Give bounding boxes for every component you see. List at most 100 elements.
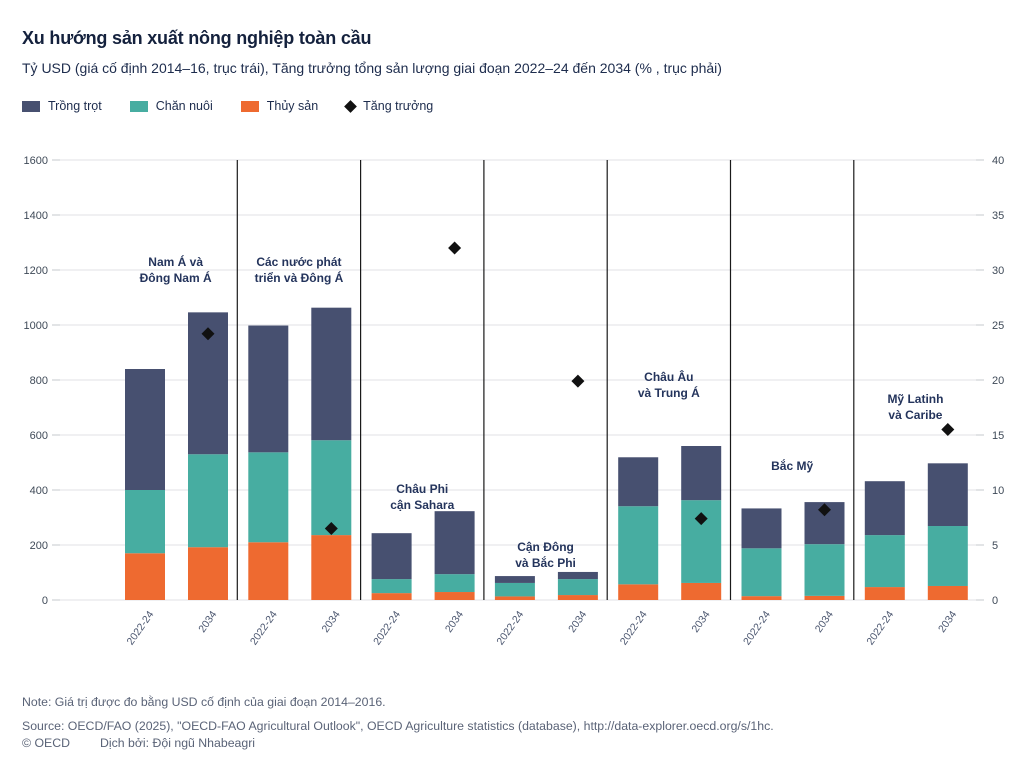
growth-diamond-marker bbox=[324, 522, 338, 535]
legend-label: Thủy sản bbox=[266, 99, 319, 113]
bar-segment-thuy-san bbox=[311, 535, 352, 600]
region-label: và Caribe bbox=[888, 408, 942, 422]
legend-item-tang-truong: Tăng trưởng bbox=[344, 99, 434, 113]
category-tick-label: 2034 bbox=[320, 609, 343, 635]
page-title: Xu hướng sản xuất nông nghiệp toàn cầu bbox=[22, 28, 372, 49]
bar-segment-trong-trot bbox=[125, 369, 165, 490]
right-axis-tick-label: 0 bbox=[992, 595, 998, 607]
left-axis-tick-label: 1000 bbox=[24, 320, 48, 332]
bar-segment-trong-trot bbox=[864, 481, 905, 536]
bar-segment-trong-trot bbox=[371, 533, 412, 580]
legend-label: Chăn nuôi bbox=[155, 99, 213, 113]
trong-trot-swatch-icon bbox=[22, 100, 40, 112]
chart-footer-row: © OECD Dịch bởi: Đội ngũ Nhabeagri bbox=[22, 736, 255, 750]
right-axis-tick-label: 20 bbox=[992, 375, 1004, 387]
region-label: và Trung Á bbox=[638, 385, 700, 400]
chart-legend: Trồng trọt Chăn nuôi Thủy sản Tăng trưởn… bbox=[22, 99, 433, 113]
left-axis-tick-label: 600 bbox=[30, 430, 48, 442]
growth-diamond-marker bbox=[571, 374, 585, 388]
region-label: Bắc Mỹ bbox=[771, 458, 813, 473]
region-label: Châu Phi bbox=[396, 482, 448, 496]
category-tick-label: 2034 bbox=[566, 609, 589, 635]
legend-label: Tăng trưởng bbox=[363, 99, 434, 113]
right-axis-tick-label: 30 bbox=[992, 265, 1004, 277]
growth-diamond-marker bbox=[818, 503, 831, 517]
growth-diamond-marker bbox=[201, 327, 215, 341]
bar-segment-trong-trot bbox=[434, 511, 475, 575]
bar-segment-thuy-san bbox=[864, 587, 905, 600]
legend-label: Trồng trọt bbox=[48, 99, 102, 113]
left-axis-tick-label: 1600 bbox=[24, 155, 48, 167]
bar-segment-thuy-san bbox=[804, 595, 845, 600]
category-tick-label: 2034 bbox=[196, 609, 219, 635]
bar-segment-thuy-san bbox=[125, 553, 165, 600]
region-label: Cận Đông bbox=[517, 540, 574, 554]
category-tick-label: 2034 bbox=[689, 609, 712, 635]
bar-segment-trong-trot bbox=[494, 576, 535, 583]
right-axis-tick-label: 5 bbox=[992, 540, 998, 552]
bar-segment-chan-nuoi bbox=[741, 548, 782, 597]
growth-diamond-marker bbox=[448, 241, 462, 255]
left-axis-tick-label: 1400 bbox=[24, 210, 48, 222]
right-axis-tick-label: 25 bbox=[992, 320, 1004, 332]
region-label: Nam Á và bbox=[148, 254, 203, 269]
thuy-san-swatch-icon bbox=[240, 100, 259, 112]
left-axis-tick-label: 800 bbox=[30, 375, 48, 387]
legend-item-trong-trot: Trồng trọt bbox=[22, 99, 102, 113]
region-label: và Bắc Phi bbox=[515, 555, 576, 570]
bar-segment-thuy-san bbox=[248, 542, 289, 600]
bar-segment-trong-trot bbox=[311, 307, 352, 441]
category-tick-label: 2022-24 bbox=[248, 609, 280, 648]
category-tick-label: 2022-24 bbox=[371, 609, 403, 648]
region-label: Mỹ Latinh bbox=[887, 392, 943, 406]
left-axis-tick-label: 200 bbox=[30, 540, 48, 552]
right-axis-tick-label: 40 bbox=[992, 155, 1004, 167]
bar-segment-thuy-san bbox=[741, 596, 782, 600]
category-tick-label: 2034 bbox=[443, 609, 466, 635]
chart-subtitle: Tỷ USD (giá cố định 2014–16, trục trái),… bbox=[22, 60, 722, 76]
right-axis-tick-label: 10 bbox=[992, 485, 1004, 497]
bar-segment-chan-nuoi bbox=[864, 535, 905, 588]
chan-nuoi-swatch-icon bbox=[129, 100, 148, 112]
bar-segment-thuy-san bbox=[494, 596, 535, 600]
bar-segment-thuy-san bbox=[188, 547, 228, 600]
left-axis-tick-label: 400 bbox=[30, 485, 48, 497]
bar-segment-chan-nuoi bbox=[927, 526, 968, 586]
region-label: Các nước phát bbox=[256, 255, 341, 269]
left-axis-tick-label: 0 bbox=[42, 595, 48, 607]
category-tick-label: 2034 bbox=[936, 609, 959, 635]
bar-segment-thuy-san bbox=[681, 582, 722, 600]
bar-segment-chan-nuoi bbox=[311, 440, 352, 536]
category-tick-label: 2022-24 bbox=[494, 609, 526, 648]
bar-segment-trong-trot bbox=[681, 446, 722, 501]
category-tick-label: 2022-24 bbox=[618, 609, 650, 648]
category-tick-label: 2022-24 bbox=[125, 609, 157, 648]
left-axis-tick-label: 1200 bbox=[24, 265, 48, 277]
growth-diamond-marker bbox=[941, 423, 955, 436]
legend-item-thuy-san: Thủy sản bbox=[240, 99, 319, 113]
bar-segment-chan-nuoi bbox=[188, 454, 228, 548]
chart-source: Source: OECD/FAO (2025), "OECD-FAO Agric… bbox=[22, 719, 774, 734]
bar-segment-trong-trot bbox=[618, 457, 659, 507]
category-tick-label: 2034 bbox=[813, 609, 836, 635]
bar-segment-chan-nuoi bbox=[248, 452, 289, 543]
bar-segment-chan-nuoi bbox=[434, 574, 475, 593]
legend-item-chan-nuoi: Chăn nuôi bbox=[129, 99, 213, 113]
growth-diamond-marker bbox=[694, 512, 708, 526]
oecd-copyright: © OECD bbox=[22, 736, 71, 750]
bar-segment-trong-trot bbox=[557, 571, 598, 580]
bar-segment-chan-nuoi bbox=[494, 582, 535, 597]
region-label: triển và Đông Á bbox=[255, 270, 344, 285]
bar-segment-chan-nuoi bbox=[804, 544, 845, 596]
category-tick-label: 2022-24 bbox=[741, 609, 773, 648]
right-axis-tick-label: 35 bbox=[992, 210, 1004, 222]
category-tick-label: 2022-24 bbox=[864, 609, 896, 648]
bar-segment-trong-trot bbox=[741, 508, 782, 549]
region-label: cận Sahara bbox=[390, 498, 454, 512]
chart-note: Note: Giá trị được đo bằng USD cố định c… bbox=[22, 695, 386, 710]
region-label: Đông Nam Á bbox=[140, 270, 212, 285]
bar-segment-chan-nuoi bbox=[557, 579, 598, 596]
region-label: Châu Âu bbox=[644, 369, 693, 384]
bar-segment-chan-nuoi bbox=[371, 579, 412, 594]
